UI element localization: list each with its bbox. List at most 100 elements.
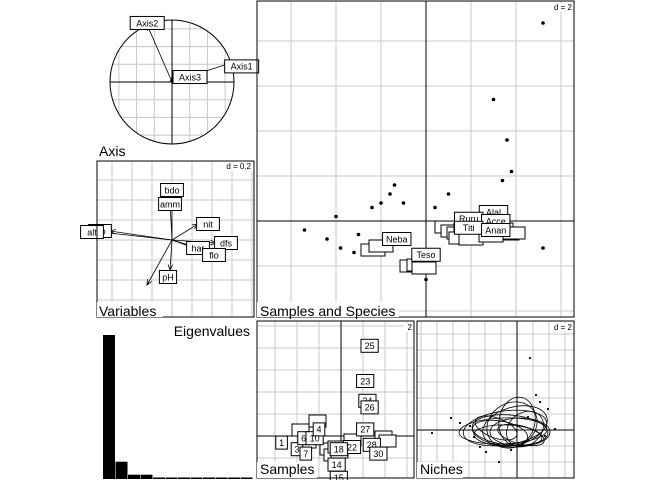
sample-label-1: 1	[279, 438, 284, 448]
sample-label-7: 7	[303, 449, 308, 459]
d-scale-label: 2	[408, 323, 413, 332]
sample-point	[392, 183, 397, 187]
sample-point	[491, 97, 496, 102]
sample-point	[541, 246, 545, 250]
niche-sample-point	[430, 431, 434, 435]
sample-label-23: 23	[360, 376, 370, 386]
sample-label-14: 14	[332, 460, 342, 470]
axis-panel: Axis2 Axis1 Axis3 Axis	[97, 15, 260, 160]
species-label-titi: Titi	[463, 223, 475, 233]
sample-label-18: 18	[334, 445, 344, 455]
sample-point	[424, 277, 428, 282]
eigenvalue-bar	[203, 477, 215, 479]
species-label-neba: Neba	[386, 234, 408, 244]
niche-sample-point	[534, 393, 538, 397]
samples-species-panel: Alal Ruru Acce Titi Anan Neba Teso d = 2 Samples…	[256, 0, 575, 319]
species-label-neba-box	[382, 232, 412, 246]
species-label-anan-box	[481, 223, 511, 237]
panel-title-samples: Samples	[260, 461, 314, 477]
niche-ellipse	[506, 410, 544, 448]
sample-label-22: 22	[347, 442, 357, 452]
sample-point	[388, 192, 392, 196]
correlation-circle	[109, 19, 235, 145]
niche-sample-point	[528, 356, 532, 360]
eigenvalue-bar	[128, 474, 140, 479]
species-label-teso: Teso	[416, 250, 435, 260]
label-background	[417, 462, 463, 478]
sample-label-10: 10	[310, 434, 320, 444]
niche-ellipse	[497, 423, 545, 447]
eigenvalue-bar	[103, 335, 115, 479]
label-background	[257, 302, 399, 317]
sample-label-1-box	[275, 435, 288, 450]
sample-point	[446, 192, 451, 196]
vector-label-axis1: Axis1	[231, 62, 253, 72]
vector-label-dfs-box	[214, 236, 238, 250]
niche-sample-point	[538, 400, 542, 404]
vector-label-axis2: Axis2	[136, 18, 158, 28]
sample-label-25: 25	[365, 341, 375, 351]
vector-label-har: har	[191, 243, 204, 253]
vector-label-alt-box	[80, 225, 104, 239]
sample-point	[352, 250, 356, 255]
niche-sample-point	[472, 435, 476, 439]
panel-frame	[96, 160, 255, 318]
vector-label-bdo-box	[160, 183, 184, 197]
sample-label-25-box	[360, 338, 379, 353]
sample-label-30-box	[369, 446, 388, 461]
panel-frame	[416, 320, 575, 479]
eigenvalue-bar	[215, 477, 228, 479]
eigenvalue-bar	[140, 474, 153, 479]
niche-sample-point	[553, 427, 557, 431]
sample-point	[334, 214, 338, 219]
grid	[417, 321, 574, 479]
vector-oxy	[146, 239, 173, 286]
label-background	[555, 323, 573, 332]
sample-label-4: 4	[316, 425, 321, 435]
sample-label-7-box	[299, 446, 313, 461]
label-background	[404, 323, 413, 332]
label-background	[97, 302, 163, 317]
vector-axis2	[146, 24, 173, 83]
sample-point	[356, 232, 361, 237]
vector-label-axis3: Axis3	[179, 72, 201, 82]
sample-label-23-box	[356, 374, 375, 388]
niches-panel: d = 2 Niches	[416, 320, 575, 479]
vector-label-amm: amm	[160, 199, 180, 209]
panel-title-niches: Niches	[420, 461, 463, 477]
panel-frame	[256, 0, 575, 318]
sample-point	[505, 138, 509, 142]
label-background	[229, 162, 253, 171]
vector-pH	[169, 239, 173, 271]
variables-panel: bdoammnitsloaltdfsharflopHd = 0.2Variabl…	[80, 160, 255, 319]
vector-label-pH: pH	[162, 272, 174, 282]
vector-label-amm-box	[158, 197, 182, 211]
sample-label-3: 3	[294, 445, 299, 455]
niche-ellipse	[474, 415, 518, 441]
sample-label-28: 28	[367, 440, 377, 450]
species-label-ruru: Ruru	[459, 214, 479, 224]
niche-sample-point	[543, 434, 547, 438]
niche-sample-point	[484, 450, 488, 454]
eigenvalue-bar	[165, 477, 178, 479]
vector-label-pH-box	[158, 270, 178, 284]
vector-label-alt: alt	[87, 227, 97, 237]
d-scale-label: d = 2	[554, 3, 573, 12]
niche-sample-point	[497, 460, 501, 464]
sample-label-6: 6	[301, 434, 306, 444]
vector-label-nit: nit	[203, 219, 213, 229]
sample-point	[401, 201, 406, 205]
eigenvalues-panel: Eigenvalues	[103, 323, 253, 479]
niche-sample-point	[526, 415, 530, 419]
niche-sample-point	[509, 448, 513, 452]
sample-point	[541, 21, 545, 25]
label-background	[257, 462, 317, 478]
niche-sample-point	[458, 421, 462, 425]
label-background	[555, 3, 573, 12]
sample-point	[509, 169, 514, 174]
vector-oxy-head	[146, 278, 152, 286]
panel-title-samples-species: Samples and Species	[260, 303, 395, 319]
sample-label-26-box	[360, 400, 379, 415]
sample-point	[500, 178, 505, 183]
sample-point	[379, 201, 383, 205]
